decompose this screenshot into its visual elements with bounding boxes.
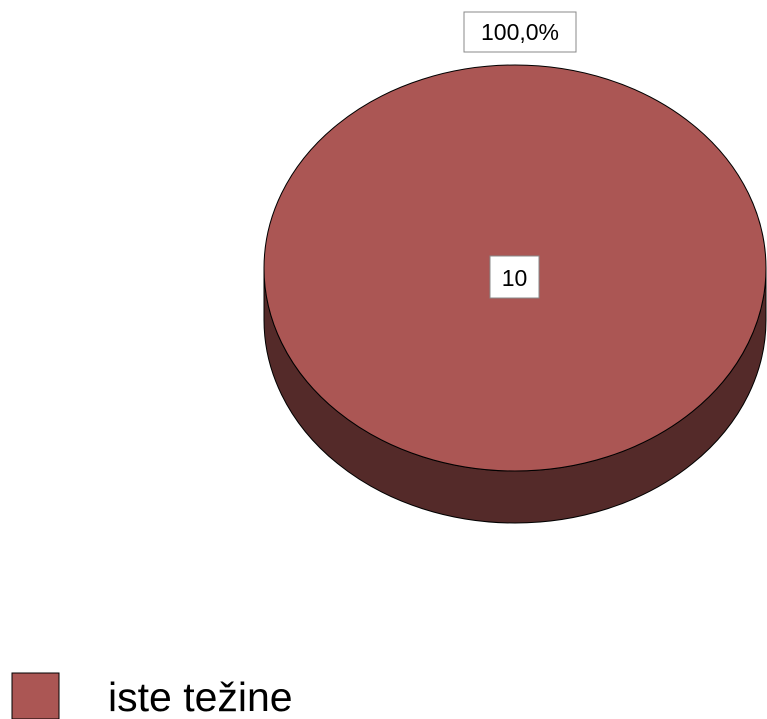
percent-label-background <box>463 11 577 53</box>
legend-swatch <box>11 672 60 719</box>
count-label: 10 <box>502 265 528 291</box>
percent-label-box: 100,0% <box>463 11 577 53</box>
count-label-background <box>489 255 540 299</box>
count-label-box: 10 <box>489 255 540 299</box>
percent-label: 100,0% <box>481 19 559 45</box>
legend: iste težine <box>11 672 293 719</box>
legend-label: iste težine <box>108 674 293 719</box>
